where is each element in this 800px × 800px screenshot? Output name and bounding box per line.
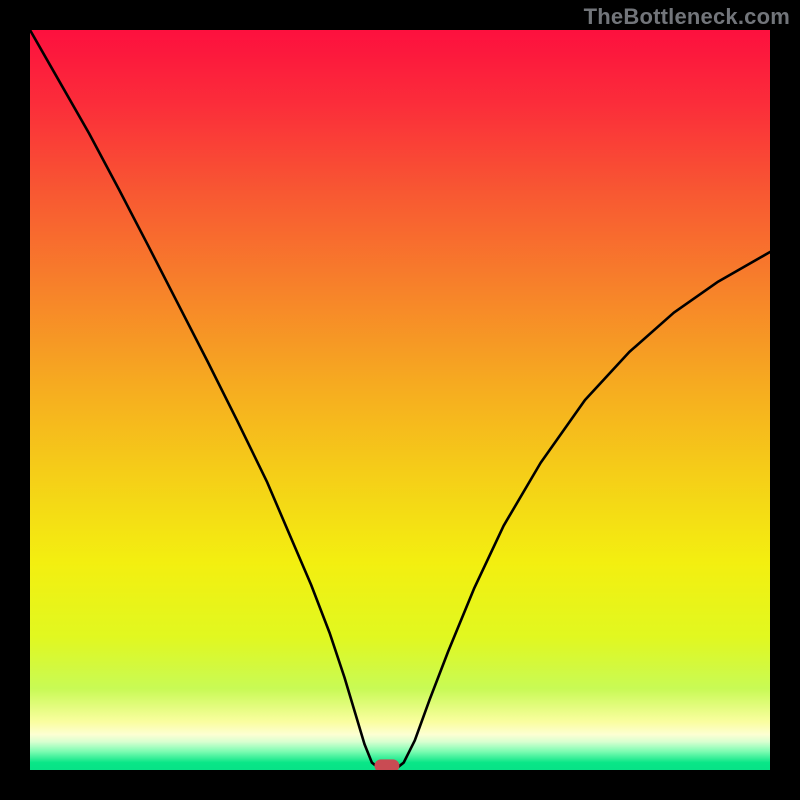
chart-frame: TheBottleneck.com: [0, 0, 800, 800]
plot-area: [30, 30, 770, 770]
bottleneck-curve: [30, 30, 770, 770]
watermark-text: TheBottleneck.com: [584, 4, 790, 30]
optimal-marker: [374, 759, 399, 770]
